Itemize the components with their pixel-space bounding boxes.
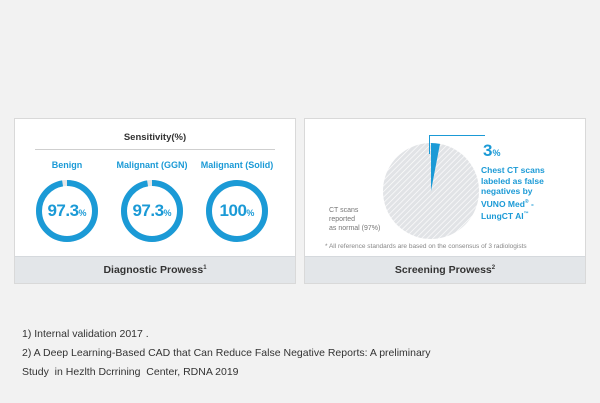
benign-ring: 97.3% [35, 179, 99, 243]
sensitivity-title: Sensitivity(%) [123, 132, 187, 143]
product-name: LungCT AI [481, 210, 524, 221]
footnote-2: 2) A Deep Learning-Based CAD that Can Re… [22, 347, 431, 359]
value-unit: % [492, 148, 501, 158]
caption-line: as normal (97%) [329, 225, 381, 232]
footer-label: Screening Prowess [394, 264, 492, 276]
ring-progress-arc [36, 180, 98, 242]
screening-panel: 3% Chest CT scans labeled as false negat… [304, 118, 586, 284]
malignant-solid-label: Malignant (Solid) [200, 160, 274, 170]
footnote-1: 1) Internal validation 2017 . [22, 328, 149, 340]
footer-label: Diagnostic Prowess [103, 264, 204, 276]
value-number: 97.3 [132, 201, 164, 220]
footnote-ref: 1 [203, 265, 207, 271]
caption-line: negatives by [481, 186, 533, 196]
caption-line: reported [329, 216, 356, 223]
product-name: VUNO Med [481, 198, 525, 209]
pie-false-negative-slice [431, 143, 440, 191]
malignant-ggn-value: 97.3% [120, 179, 184, 243]
false-negative-caption: Chest CT scans labeled as false negative… [481, 165, 581, 221]
footnotes: 1) Internal validation 2017 . 2) A Deep … [22, 325, 431, 382]
malignant-solid-ring: 100% [205, 179, 269, 243]
false-negative-percent: 3% [483, 141, 500, 161]
value-number: 97.3 [47, 201, 79, 220]
footnote-2-continued: Study in Hezlth Dcrrining Center, RDNA 2… [22, 366, 239, 378]
caption-line: LungCT AI™ [481, 209, 581, 221]
value-number: 3 [483, 141, 493, 160]
title-divider [35, 149, 275, 150]
value-number: 100 [219, 201, 247, 220]
malignant-solid-value: 100% [205, 179, 269, 243]
caption-line: CT scans [329, 207, 359, 214]
value-unit: % [78, 208, 87, 218]
caption-line: Chest CT scans [481, 165, 545, 175]
caption-line: labeled as false [481, 175, 544, 186]
caption-line: VUNO Med® - [481, 197, 581, 209]
dash: - [528, 198, 534, 209]
trademark: ™ [523, 210, 529, 217]
footnote-ref: 2 [491, 265, 496, 271]
screening-footer: Screening Prowess2 [305, 256, 585, 283]
value-unit: % [246, 208, 255, 218]
diagnostic-footer: Diagnostic Prowess1 [15, 256, 295, 283]
value-unit: % [163, 208, 172, 218]
callout-connector [429, 135, 485, 154]
false-negative-pie [383, 143, 479, 239]
registered-mark: ® [524, 198, 529, 205]
ring-progress-arc [121, 180, 183, 242]
reference-note: * All reference standards are based on t… [325, 243, 527, 250]
benign-label: Benign [51, 160, 83, 170]
ring-progress-arc [206, 180, 268, 242]
normal-scans-caption: CT scans reported as normal (97%) [329, 206, 389, 233]
benign-value: 97.3% [35, 179, 99, 243]
malignant-ggn-ring: 97.3% [120, 179, 184, 243]
diagnostic-panel: Sensitivity(%) Benign Malignant (GGN) Ma… [14, 118, 296, 284]
malignant-ggn-label: Malignant (GGN) [116, 160, 188, 170]
